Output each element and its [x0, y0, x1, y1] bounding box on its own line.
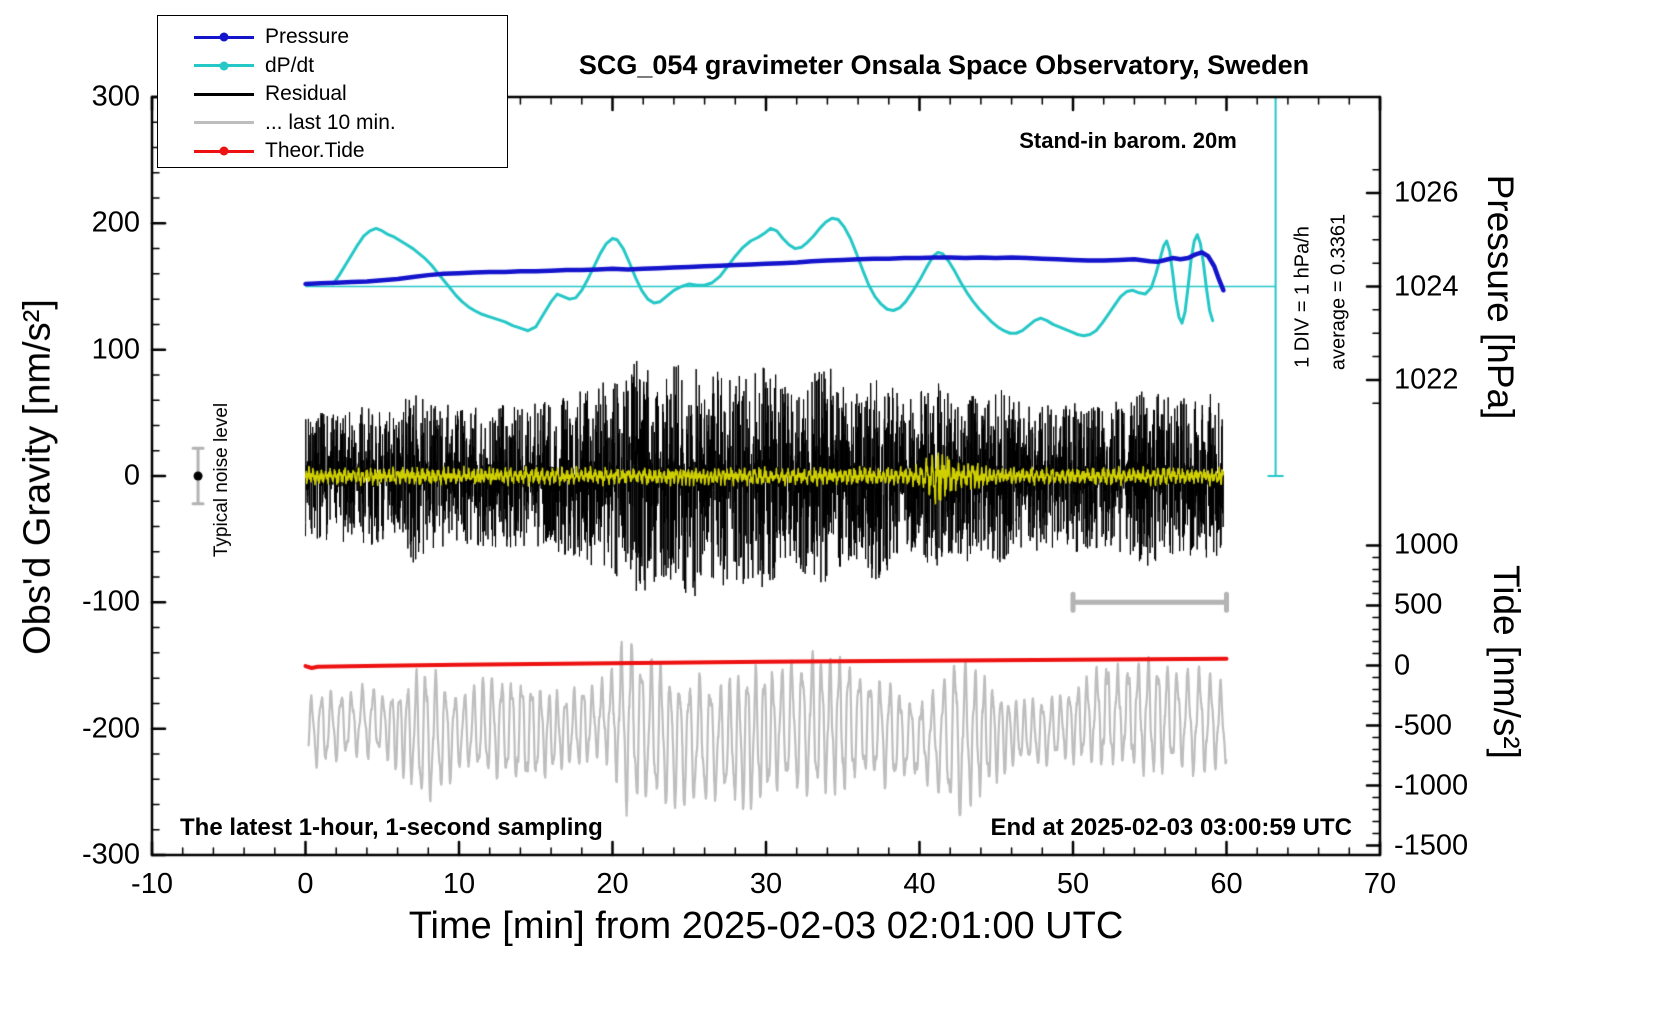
- legend-marker-dot: [219, 61, 229, 71]
- chart-title: SCG_054 gravimeter Onsala Space Observat…: [578, 50, 1310, 80]
- legend-line-sample: [194, 61, 254, 71]
- annotation-end-time: End at 2025-02-03 03:00:59 UTC: [990, 814, 1353, 841]
- legend-item: dP/dt: [158, 52, 507, 81]
- annotation-noise-level: Typical noise level: [211, 402, 232, 558]
- legend-rows: Pressure dP/dt Residual ... last 10 min. The…: [158, 23, 507, 166]
- x-axis-label: Time [min] from 2025-02-03 02:01:00 UTC: [408, 905, 1124, 947]
- y-axis-label-gravity: Obs'd Gravity [nm/s²]: [16, 299, 59, 655]
- legend-item: Residual: [158, 80, 507, 109]
- legend-item: Pressure: [158, 23, 507, 52]
- legend-item-label: ... last 10 min.: [265, 110, 396, 134]
- legend-line-sample: [194, 146, 254, 156]
- legend-line-sample: [194, 121, 254, 125]
- y-axis-label-pressure: Pressure [hPa]: [1480, 174, 1521, 420]
- legend-item: Theor.Tide: [158, 137, 507, 166]
- annotation-div-scale: 1 DIV = 1 hPa/h: [1291, 226, 1314, 368]
- legend: Pressure dP/dt Residual ... last 10 min. The…: [157, 15, 508, 168]
- legend-item-label: Theor.Tide: [265, 139, 365, 163]
- legend-marker-dot: [219, 146, 229, 156]
- legend-line-sample: [194, 92, 254, 96]
- legend-marker-dot: [219, 32, 229, 42]
- annotation-sampling: The latest 1-hour, 1-second sampling: [180, 814, 603, 841]
- y-axis-label-tide: Tide [nm/s²]: [1486, 565, 1527, 759]
- legend-item-label: dP/dt: [265, 53, 315, 77]
- legend-item: ... last 10 min.: [158, 109, 507, 138]
- annotation-barometer: Stand-in barom. 20m: [1019, 128, 1237, 153]
- legend-line-sample: [194, 32, 254, 42]
- legend-item-label: Residual: [265, 82, 347, 106]
- annotation-average: average = 0.3361: [1327, 213, 1350, 371]
- legend-item-label: Pressure: [265, 25, 350, 49]
